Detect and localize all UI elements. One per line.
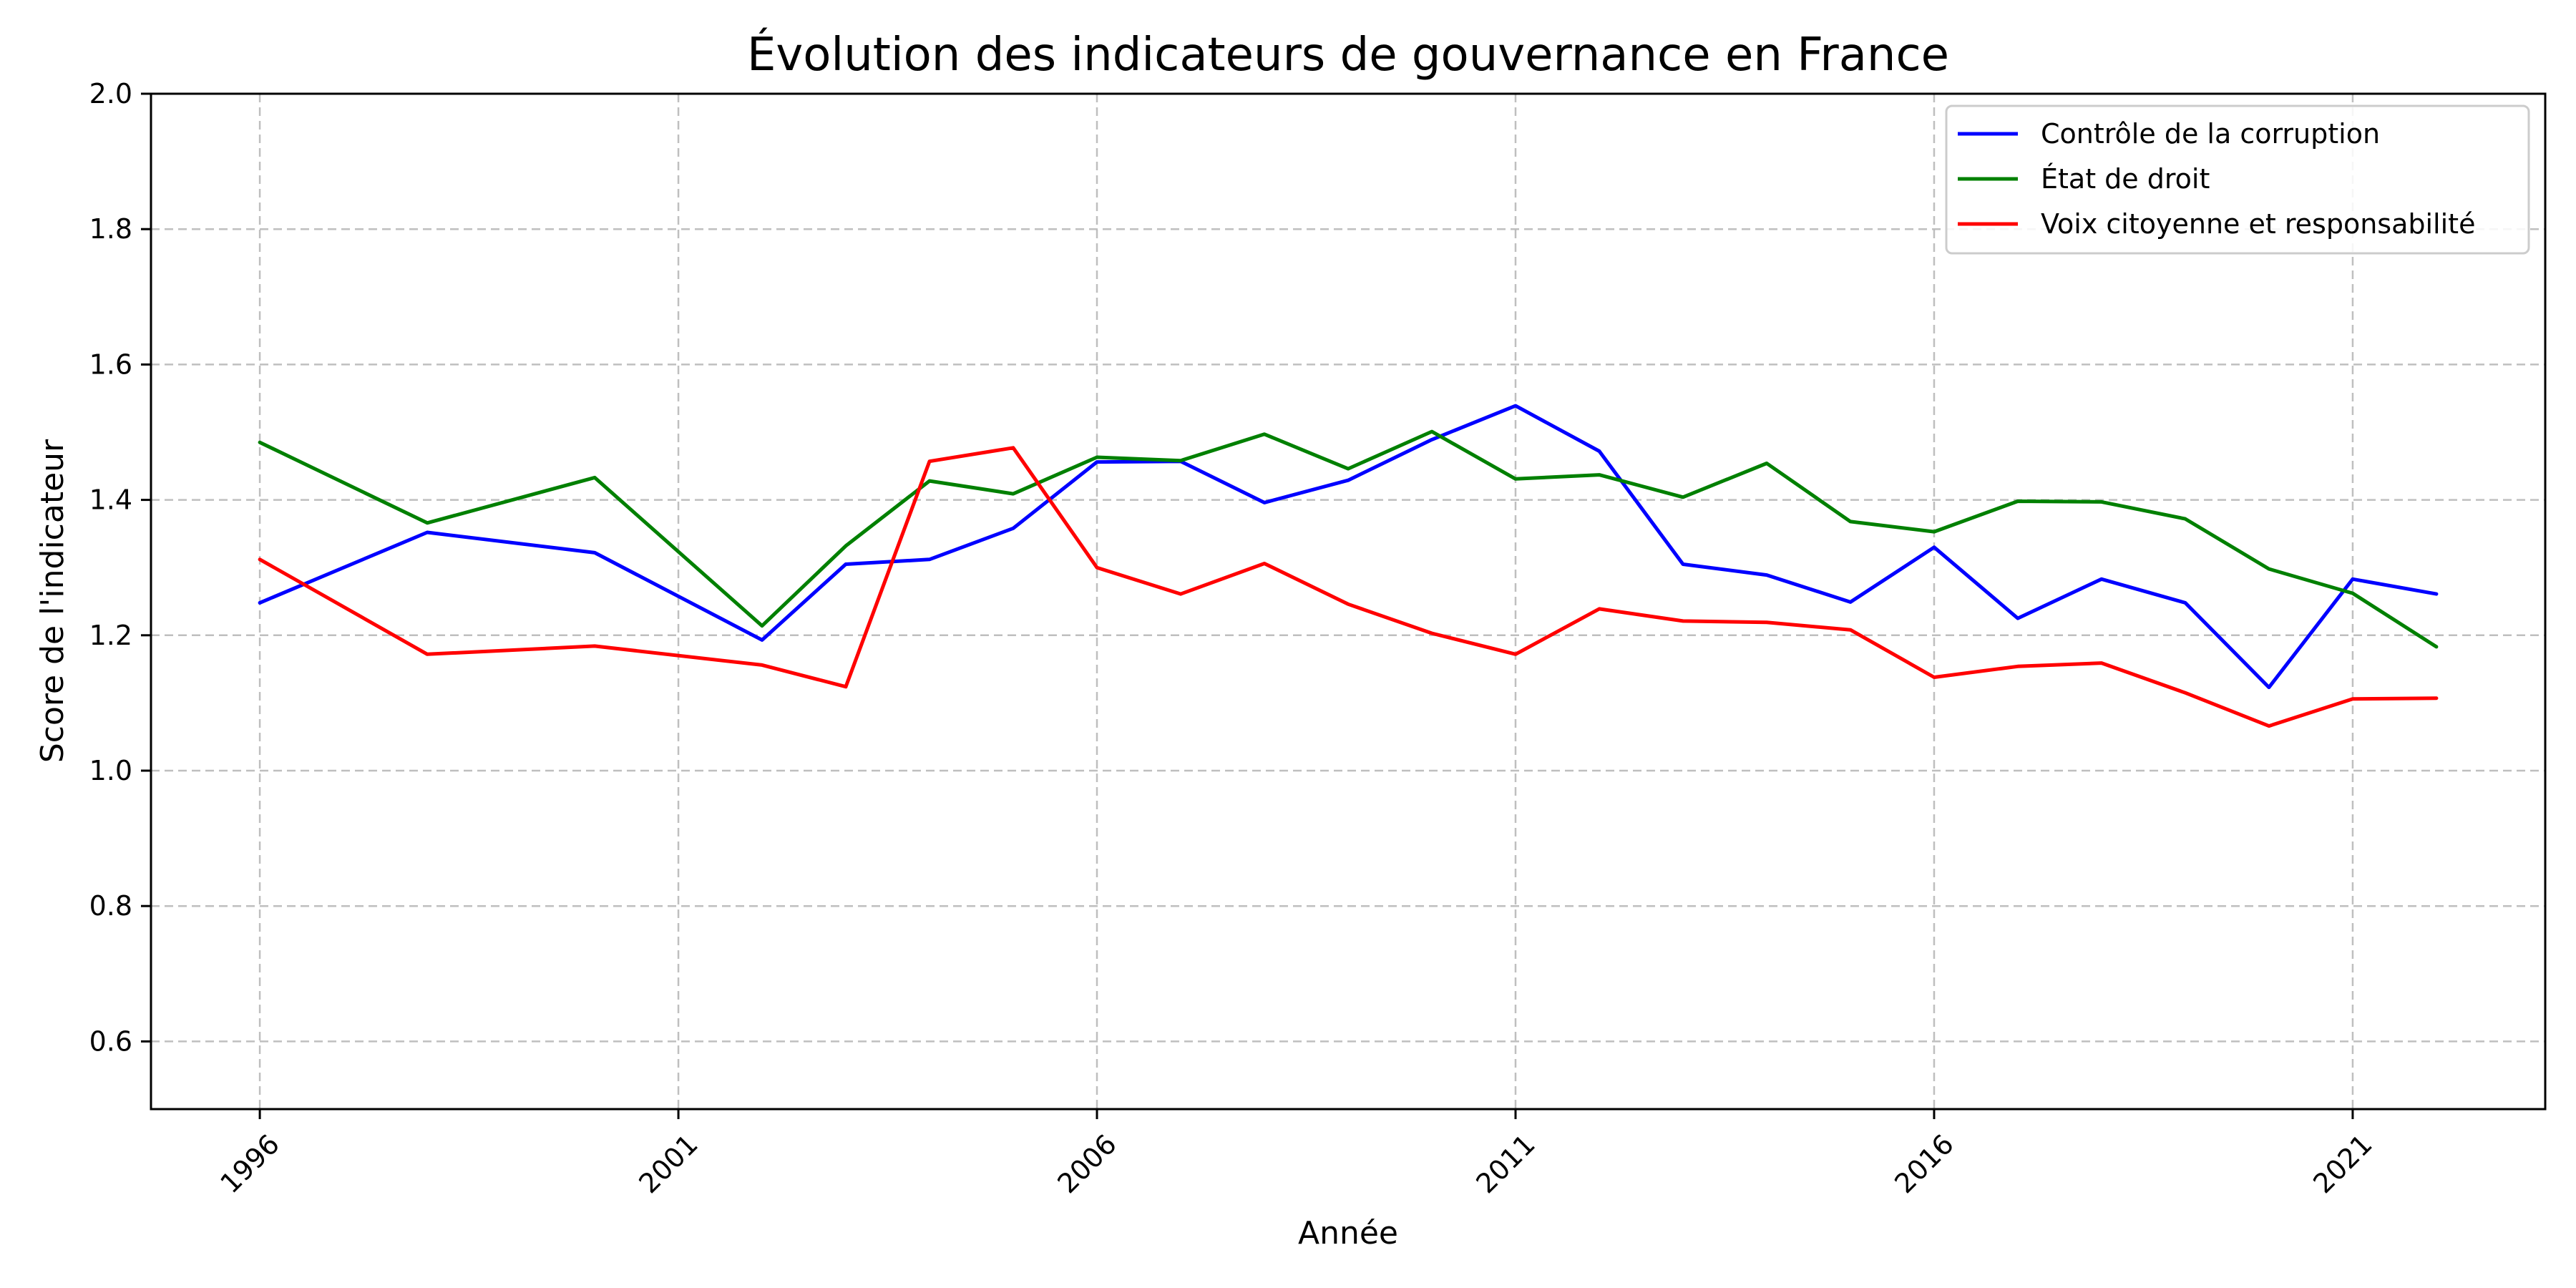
legend: Contrôle de la corruption État de droit Vo… <box>1945 104 2530 255</box>
legend-box <box>1945 104 2530 255</box>
chart-title: Évolution des indicateurs de gouvernance… <box>747 27 1949 82</box>
y-tick-label: 1.4 <box>89 484 132 516</box>
y-tick-label: 2.0 <box>89 78 132 109</box>
series-line-1 <box>258 404 2439 690</box>
series-lines <box>258 404 2439 728</box>
y-tick-label: 1.8 <box>89 213 132 245</box>
series-line-3 <box>258 446 2439 728</box>
y-tick-label: 1.0 <box>89 755 132 786</box>
y-axis-label: Score de l'indicateur <box>34 439 71 763</box>
x-axis-label: Année <box>1298 1215 1398 1252</box>
grid-lines <box>151 92 2545 1109</box>
legend-label: Voix citoyenne et responsabilité <box>2041 208 2475 240</box>
legend-label: Contrôle de la corruption <box>2041 118 2380 150</box>
plot-area-frame <box>150 92 2547 1111</box>
y-tick-label: 1.2 <box>89 620 132 651</box>
y-axis-ticks: 0.6 0.8 1.0 1.2 1.4 1.6 1.8 2.0 <box>89 78 151 1057</box>
legend-label: État de droit <box>2041 163 2210 195</box>
y-tick-label: 0.8 <box>89 890 132 922</box>
series-line-2 <box>258 429 2439 649</box>
y-tick-label: 0.6 <box>89 1025 132 1057</box>
y-tick-label: 1.6 <box>89 348 132 380</box>
